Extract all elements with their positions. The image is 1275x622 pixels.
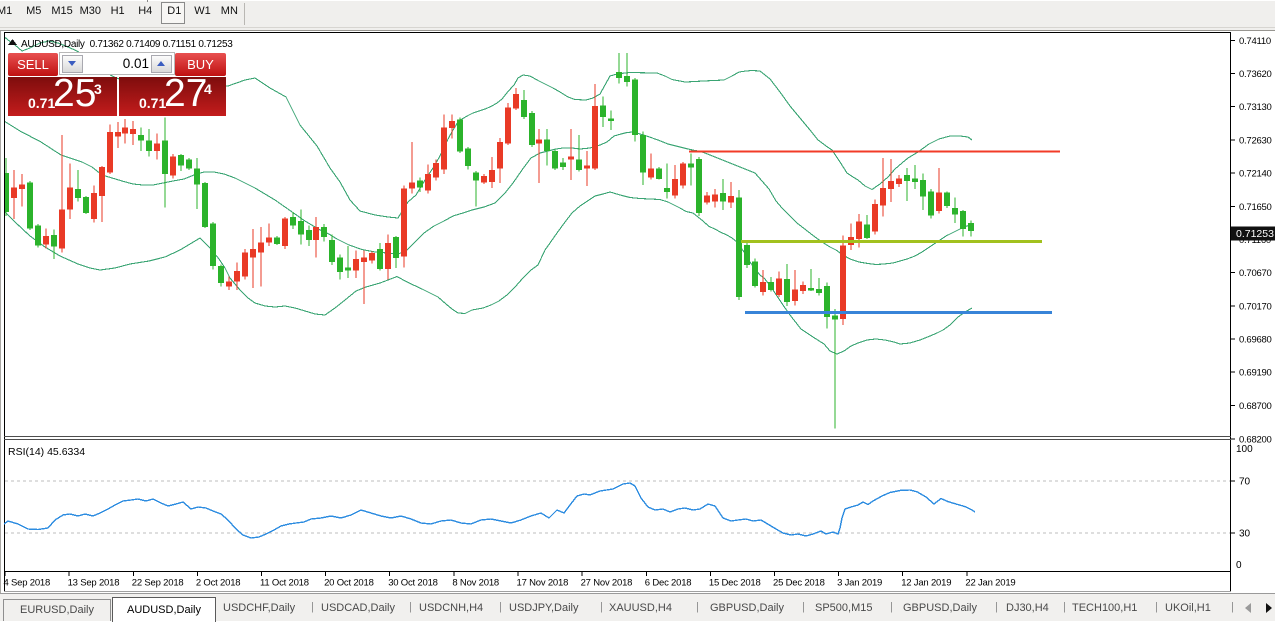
svg-text:0: 0 (1236, 560, 1242, 571)
svg-text:13 Sep 2018: 13 Sep 2018 (68, 578, 120, 589)
svg-text:0.69680: 0.69680 (1239, 335, 1272, 346)
svg-text:27 Nov 2018: 27 Nov 2018 (581, 578, 633, 589)
svg-text:RSI(14) 45.6334: RSI(14) 45.6334 (8, 446, 85, 458)
svg-text:25 Dec 2018: 25 Dec 2018 (773, 578, 825, 589)
svg-text:0.71650: 0.71650 (1239, 202, 1272, 213)
svg-text:12 Jan 2019: 12 Jan 2019 (901, 578, 951, 589)
svg-text:0.71253: 0.71253 (1236, 228, 1274, 240)
svg-text:4 Sep 2018: 4 Sep 2018 (4, 578, 51, 589)
svg-text:0.73620: 0.73620 (1239, 69, 1272, 80)
svg-text:0.70670: 0.70670 (1239, 268, 1272, 279)
svg-text:30 Oct 2018: 30 Oct 2018 (388, 578, 438, 589)
svg-text:30: 30 (1239, 529, 1251, 540)
svg-text:0.69190: 0.69190 (1239, 368, 1272, 379)
svg-text:AUDUSD,Daily 0.71362 0.71409: AUDUSD,Daily 0.71362 0.71409 0.71151 0.7… (21, 39, 233, 50)
svg-text:0.70170: 0.70170 (1239, 302, 1272, 313)
svg-text:20 Oct 2018: 20 Oct 2018 (324, 578, 374, 589)
svg-text:17 Nov 2018: 17 Nov 2018 (517, 578, 569, 589)
svg-text:100: 100 (1236, 444, 1253, 455)
svg-text:22 Jan 2019: 22 Jan 2019 (965, 578, 1015, 589)
svg-text:0.73130: 0.73130 (1239, 102, 1272, 113)
svg-text:22 Sep 2018: 22 Sep 2018 (132, 578, 184, 589)
svg-text:0.72630: 0.72630 (1239, 136, 1272, 147)
svg-text:70: 70 (1239, 477, 1251, 488)
svg-text:0.68200: 0.68200 (1239, 435, 1272, 446)
svg-text:6 Dec 2018: 6 Dec 2018 (645, 578, 692, 589)
svg-text:0.68700: 0.68700 (1239, 401, 1272, 412)
svg-text:0.74110: 0.74110 (1239, 36, 1271, 47)
svg-text:15 Dec 2018: 15 Dec 2018 (709, 578, 761, 589)
svg-text:2 Oct 2018: 2 Oct 2018 (196, 578, 240, 589)
svg-text:8 Nov 2018: 8 Nov 2018 (452, 578, 499, 589)
svg-text:11 Oct 2018: 11 Oct 2018 (260, 578, 309, 589)
svg-text:0.72140: 0.72140 (1239, 169, 1272, 180)
svg-text:3 Jan 2019: 3 Jan 2019 (837, 578, 882, 589)
